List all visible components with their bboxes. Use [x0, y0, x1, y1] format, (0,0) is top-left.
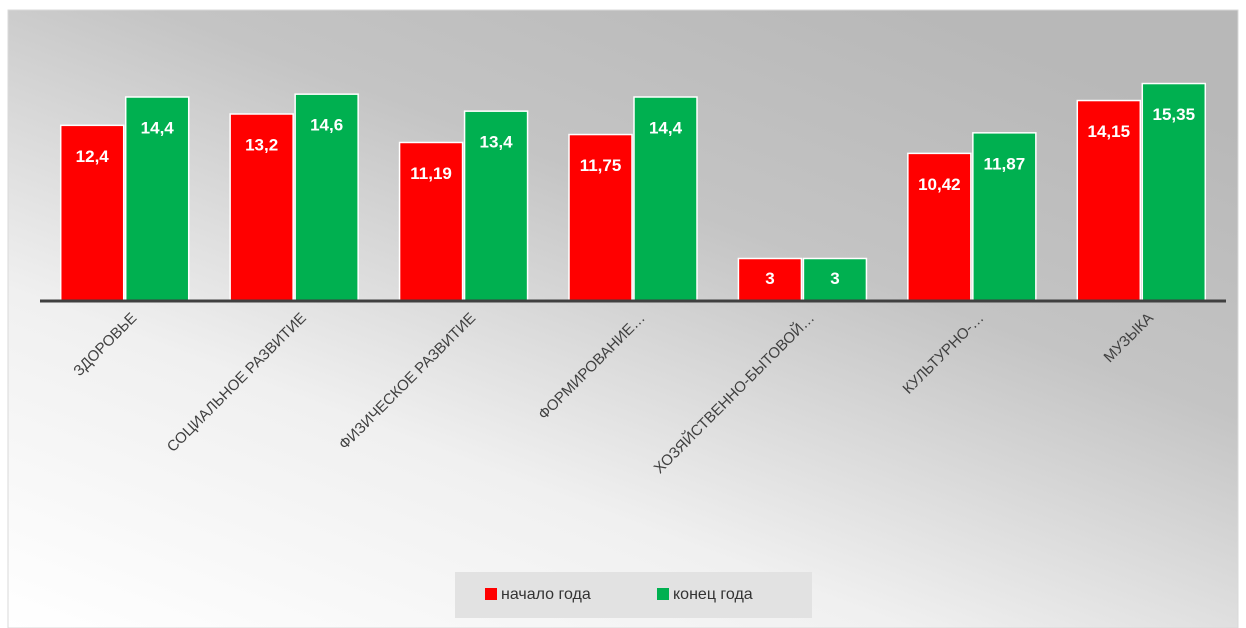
data-label: 11,19	[410, 164, 452, 183]
bar	[1141, 82, 1207, 302]
data-label: 10,42	[918, 175, 961, 194]
chart-background	[7, 9, 1239, 628]
data-label: 14,4	[141, 118, 175, 137]
legend-swatch	[485, 588, 497, 600]
bar	[972, 132, 1037, 302]
bar	[1076, 99, 1142, 302]
bar	[124, 96, 190, 302]
bar	[294, 93, 359, 302]
data-label: 13,4	[480, 133, 514, 152]
bar	[229, 113, 294, 302]
legend-swatch	[657, 588, 669, 600]
legend-label: начало года	[501, 586, 591, 603]
data-label: 14,15	[1088, 122, 1131, 141]
bar	[463, 110, 529, 302]
data-label: 3	[830, 269, 839, 288]
data-label: 13,2	[245, 135, 278, 154]
data-label: 14,4	[649, 118, 683, 137]
data-label: 11,75	[580, 156, 622, 175]
legend-box	[455, 572, 812, 618]
data-label: 3	[765, 269, 774, 288]
bar	[59, 124, 125, 302]
data-label: 14,6	[310, 116, 343, 135]
data-label: 12,4	[76, 147, 110, 166]
bar	[398, 141, 464, 302]
legend-label: конец года	[673, 586, 753, 603]
data-label: 11,87	[984, 154, 1026, 173]
bar	[802, 257, 868, 302]
data-label: 15,35	[1153, 105, 1196, 124]
